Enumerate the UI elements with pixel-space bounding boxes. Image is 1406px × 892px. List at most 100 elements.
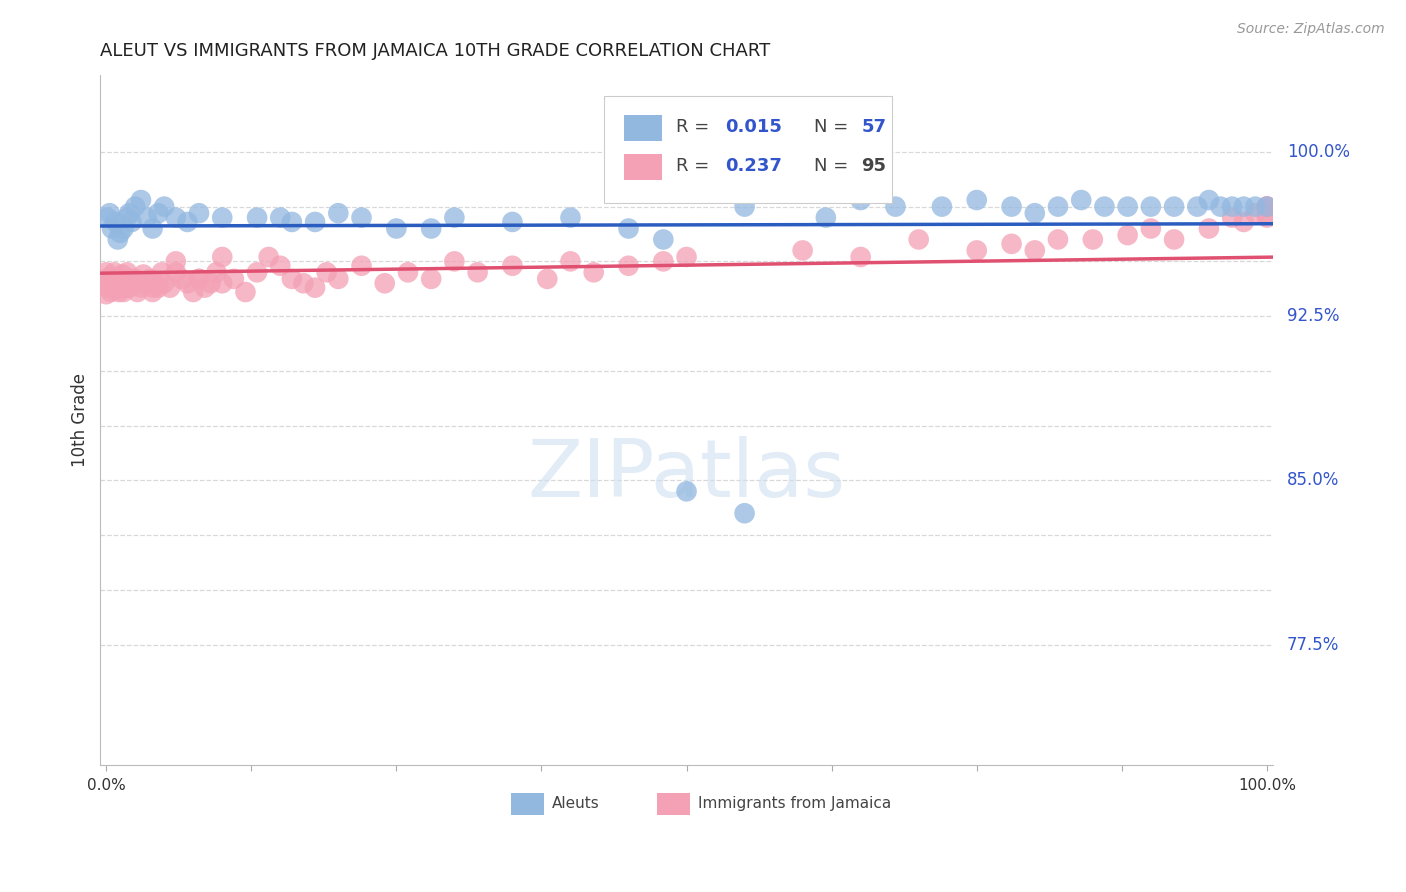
Point — [1256, 200, 1278, 214]
Point — [222, 272, 245, 286]
Point — [96, 277, 118, 291]
Point — [121, 215, 143, 229]
Point — [118, 280, 141, 294]
Text: N =: N = — [814, 118, 855, 136]
Point — [884, 200, 907, 214]
Point — [165, 254, 187, 268]
Point — [98, 206, 121, 220]
Point — [142, 280, 165, 294]
Text: ALEUT VS IMMIGRANTS FROM JAMAICA 10TH GRADE CORRELATION CHART: ALEUT VS IMMIGRANTS FROM JAMAICA 10TH GR… — [100, 42, 770, 60]
Point — [96, 287, 118, 301]
Point — [1244, 206, 1267, 220]
Bar — [624, 153, 662, 180]
Point — [188, 206, 211, 220]
Point — [1209, 200, 1232, 214]
Point — [148, 280, 170, 294]
Bar — [624, 115, 662, 142]
Point — [374, 277, 396, 291]
Point — [1220, 200, 1243, 214]
Point — [112, 285, 135, 299]
Point — [188, 272, 211, 286]
Point — [257, 250, 280, 264]
Text: 92.5%: 92.5% — [1286, 307, 1340, 325]
Point — [443, 211, 465, 225]
Point — [105, 280, 128, 294]
Point — [560, 211, 582, 225]
Point — [104, 277, 127, 291]
Text: 100.0%: 100.0% — [1237, 778, 1296, 793]
Point — [1070, 193, 1092, 207]
Point — [350, 259, 373, 273]
Point — [675, 484, 697, 499]
Point — [165, 265, 187, 279]
Point — [1000, 200, 1022, 214]
Point — [129, 280, 152, 294]
Point — [1046, 200, 1069, 214]
Point — [443, 254, 465, 268]
Point — [1233, 215, 1256, 229]
Point — [108, 277, 131, 291]
Point — [652, 254, 675, 268]
Point — [1116, 228, 1139, 243]
Point — [96, 265, 118, 279]
Point — [1233, 200, 1256, 214]
Point — [108, 226, 131, 240]
Text: Immigrants from Jamaica: Immigrants from Jamaica — [699, 797, 891, 811]
Point — [246, 211, 269, 225]
Point — [560, 254, 582, 268]
Point — [103, 265, 125, 279]
Point — [112, 221, 135, 235]
Point — [139, 272, 162, 286]
Point — [617, 259, 640, 273]
Point — [907, 232, 929, 246]
Text: N =: N = — [814, 157, 855, 175]
Point — [98, 280, 121, 294]
Point — [1244, 200, 1267, 214]
Point — [1198, 221, 1220, 235]
Point — [269, 259, 291, 273]
Point — [304, 215, 326, 229]
Point — [110, 280, 132, 294]
Point — [1140, 221, 1163, 235]
Text: 0.237: 0.237 — [725, 157, 782, 175]
Point — [135, 211, 157, 225]
Point — [814, 211, 837, 225]
Point — [1198, 193, 1220, 207]
Point — [111, 268, 134, 282]
Point — [127, 285, 149, 299]
Point — [1140, 200, 1163, 214]
Point — [170, 272, 193, 286]
Point — [97, 280, 120, 294]
Point — [617, 221, 640, 235]
Point — [96, 211, 118, 225]
Point — [1000, 236, 1022, 251]
Point — [153, 200, 176, 214]
Point — [849, 250, 872, 264]
Point — [143, 277, 166, 291]
Text: 0.015: 0.015 — [725, 118, 782, 136]
Point — [115, 211, 138, 225]
Point — [1081, 232, 1104, 246]
Point — [1024, 206, 1046, 220]
Point — [1163, 232, 1185, 246]
Point — [124, 277, 146, 291]
Point — [165, 211, 187, 225]
Point — [115, 280, 138, 294]
Text: 77.5%: 77.5% — [1286, 636, 1339, 654]
Point — [101, 272, 124, 286]
Point — [132, 268, 155, 282]
Point — [1094, 200, 1116, 214]
Point — [1256, 200, 1278, 214]
Point — [121, 272, 143, 286]
Bar — [657, 793, 690, 814]
Y-axis label: 10th Grade: 10th Grade — [72, 373, 89, 467]
Point — [124, 272, 146, 286]
Point — [188, 272, 211, 286]
Point — [101, 280, 124, 294]
Point — [153, 277, 176, 291]
Point — [1256, 206, 1278, 220]
Point — [1256, 211, 1278, 225]
Point — [1046, 232, 1069, 246]
Text: Source: ZipAtlas.com: Source: ZipAtlas.com — [1237, 22, 1385, 37]
Point — [150, 265, 173, 279]
